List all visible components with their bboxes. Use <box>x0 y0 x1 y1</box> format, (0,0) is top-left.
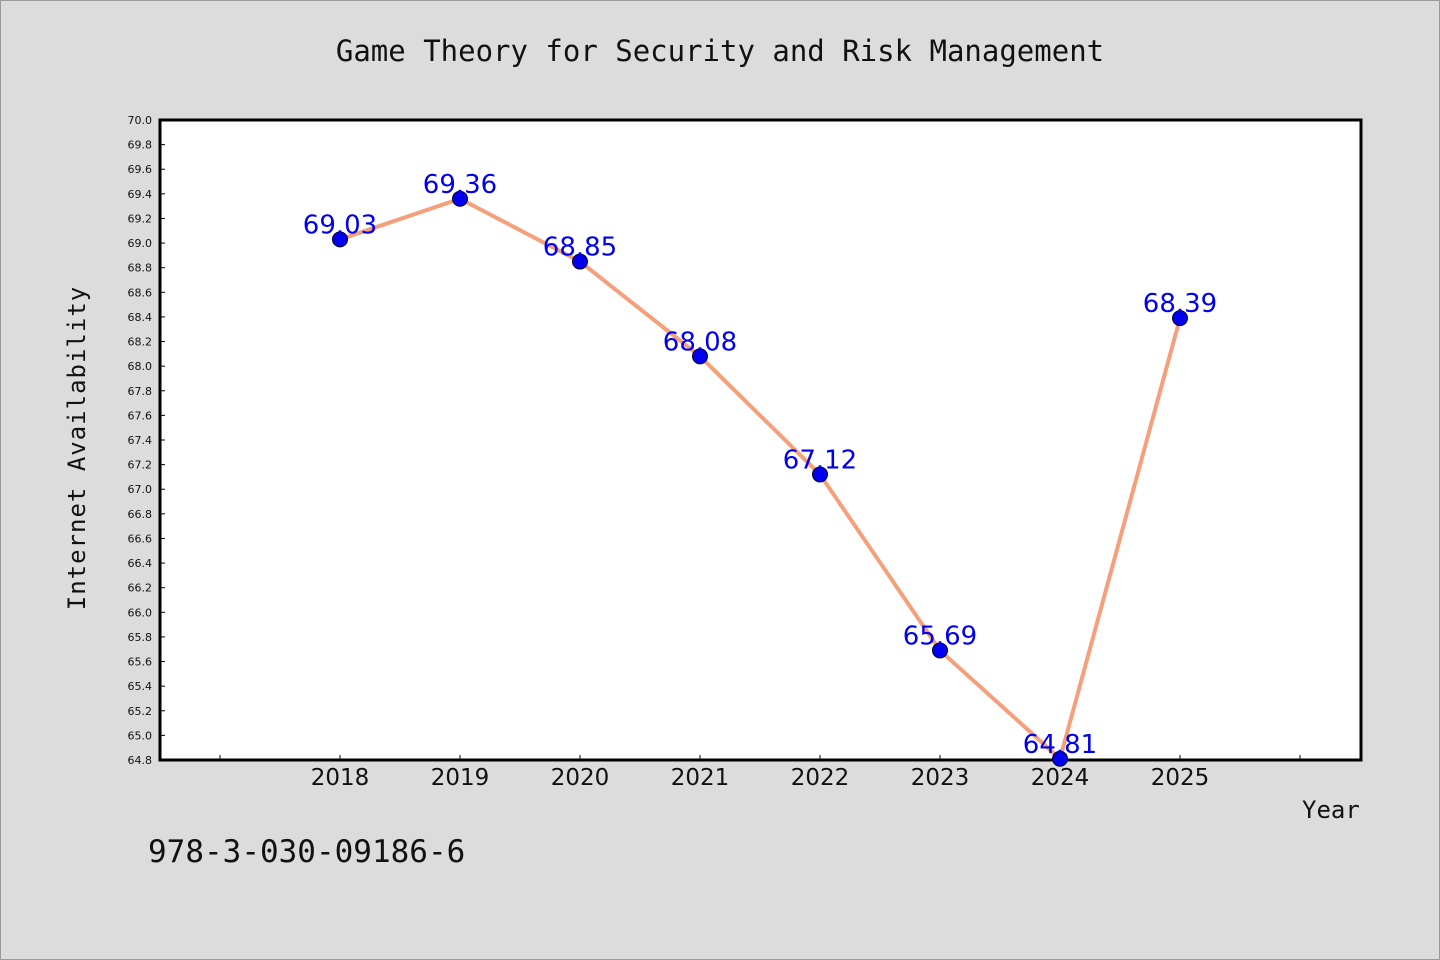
y-tick-label: 67.2 <box>128 459 153 472</box>
data-label: 65.69 <box>903 621 977 651</box>
y-tick-label: 67.6 <box>128 409 153 422</box>
data-point <box>452 190 468 207</box>
y-tick-label: 67.0 <box>128 483 153 496</box>
data-label: 67.12 <box>783 445 857 475</box>
y-tick-label: 68.6 <box>128 286 153 299</box>
y-tick-label: 65.4 <box>128 680 153 693</box>
data-label-group: 69.03 69.36 68.85 68.08 67.12 65.69 64.81 68.39 <box>303 170 1217 760</box>
y-tick-label: 68.0 <box>128 360 153 373</box>
x-axis-label: Year <box>1302 796 1360 824</box>
y-tick-label: 69.8 <box>128 139 153 152</box>
y-tick-label: 69.4 <box>128 188 153 201</box>
y-tick-label: 66.0 <box>128 606 153 619</box>
y-tick-label: 69.6 <box>128 163 153 176</box>
series-line-group <box>332 190 1188 767</box>
x-tick-label: 2021 <box>671 765 730 791</box>
data-point <box>332 231 348 248</box>
y-tick-label: 68.4 <box>128 311 153 324</box>
y-axis-label: Internet Availability <box>63 285 91 611</box>
series-line <box>339 196 1182 761</box>
plot-background <box>158 118 1363 762</box>
y-tick-label: 65.0 <box>128 729 153 742</box>
y-tick-label: 66.4 <box>128 557 153 570</box>
y-tick-label: 65.8 <box>128 631 153 644</box>
data-point <box>572 253 588 270</box>
data-point <box>812 466 828 483</box>
data-label: 68.85 <box>543 233 617 263</box>
data-label: 69.03 <box>303 210 377 240</box>
y-tick-label: 69.0 <box>128 237 153 250</box>
y-tick-label: 65.2 <box>128 705 153 718</box>
y-tick-label: 64.8 <box>128 754 153 767</box>
data-point <box>1052 750 1068 767</box>
x-tick-label: 2023 <box>911 765 970 791</box>
y-tick-label: 70.0 <box>128 114 153 127</box>
data-label: 64.81 <box>1023 730 1097 760</box>
y-tick-label: 68.2 <box>128 336 153 349</box>
chart-title: Game Theory for Security and Risk Manage… <box>335 34 1105 68</box>
data-point <box>932 642 948 659</box>
y-tick-label: 68.8 <box>128 262 153 275</box>
x-tick-label: 2019 <box>431 765 490 791</box>
data-label: 68.39 <box>1143 289 1217 319</box>
data-point <box>692 348 708 365</box>
data-label: 68.08 <box>663 327 737 357</box>
y-tick-label: 65.6 <box>128 656 153 669</box>
y-tick-label: 66.6 <box>128 532 153 545</box>
x-tick-label: 2025 <box>1151 765 1210 791</box>
y-axis: 64.8 65.0 65.2 65.4 65.6 65.8 66.0 66.2 66.4 66.6… <box>128 114 165 767</box>
x-tick-label: 2020 <box>551 765 610 791</box>
y-tick-label: 66.8 <box>128 508 153 521</box>
y-tick-label: 67.4 <box>128 434 153 447</box>
y-tick-label: 67.8 <box>128 385 153 398</box>
data-label: 69.36 <box>423 170 497 200</box>
x-tick-label: 2024 <box>1031 765 1090 791</box>
y-tick-label: 66.2 <box>128 582 153 595</box>
data-point <box>1172 310 1188 327</box>
x-tick-label: 2022 <box>791 765 850 791</box>
x-axis: 2018 2019 2020 2021 2022 2023 2024 2025 <box>219 755 1301 791</box>
y-tick-label: 69.2 <box>128 212 153 225</box>
x-tick-label: 2018 <box>311 765 370 791</box>
footer-isbn: 978-3-030-09186-6 <box>148 834 466 870</box>
